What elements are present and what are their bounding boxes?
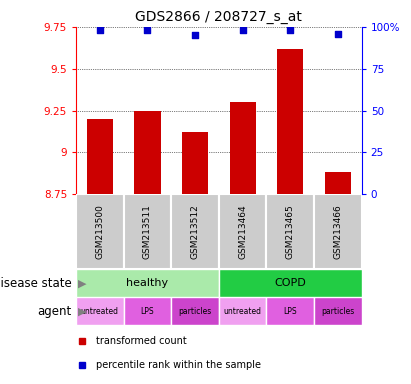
Bar xyxy=(230,102,256,194)
Text: percentile rank within the sample: percentile rank within the sample xyxy=(96,360,261,370)
Text: COPD: COPD xyxy=(275,278,306,288)
Bar xyxy=(87,119,113,194)
Bar xyxy=(134,111,161,194)
Bar xyxy=(219,194,266,269)
Bar xyxy=(314,194,362,269)
Text: LPS: LPS xyxy=(141,307,154,316)
Text: GSM213512: GSM213512 xyxy=(191,204,200,259)
Text: ▶: ▶ xyxy=(78,278,87,288)
Bar xyxy=(76,269,219,297)
Text: GSM213500: GSM213500 xyxy=(95,204,104,259)
Bar xyxy=(277,49,303,194)
Bar xyxy=(266,297,314,325)
Text: GSM213511: GSM213511 xyxy=(143,204,152,259)
Point xyxy=(287,27,293,33)
Title: GDS2866 / 208727_s_at: GDS2866 / 208727_s_at xyxy=(135,10,302,25)
Bar xyxy=(76,297,124,325)
Point xyxy=(335,30,341,36)
Bar xyxy=(182,132,208,194)
Point xyxy=(97,27,103,33)
Bar xyxy=(124,297,171,325)
Bar xyxy=(219,297,266,325)
Text: ▶: ▶ xyxy=(78,306,87,316)
Bar xyxy=(76,194,124,269)
Bar xyxy=(325,172,351,194)
Bar xyxy=(266,194,314,269)
Text: transformed count: transformed count xyxy=(96,336,187,346)
Text: disease state: disease state xyxy=(0,276,72,290)
Text: GSM213466: GSM213466 xyxy=(333,204,342,259)
Text: LPS: LPS xyxy=(284,307,297,316)
Point xyxy=(192,32,199,38)
Text: particles: particles xyxy=(321,307,355,316)
Text: untreated: untreated xyxy=(224,307,262,316)
Bar xyxy=(314,297,362,325)
Text: healthy: healthy xyxy=(127,278,169,288)
Bar xyxy=(171,297,219,325)
Point xyxy=(144,27,151,33)
Text: agent: agent xyxy=(38,305,72,318)
Text: particles: particles xyxy=(178,307,212,316)
Text: GSM213464: GSM213464 xyxy=(238,204,247,259)
Bar xyxy=(219,269,362,297)
Point xyxy=(239,27,246,33)
Bar xyxy=(171,194,219,269)
Bar xyxy=(124,194,171,269)
Text: GSM213465: GSM213465 xyxy=(286,204,295,259)
Text: untreated: untreated xyxy=(81,307,119,316)
